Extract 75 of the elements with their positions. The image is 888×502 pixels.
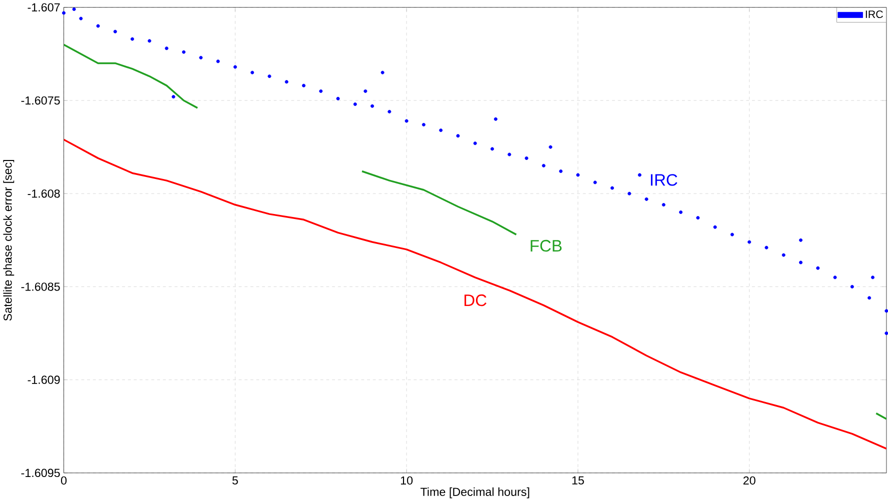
point [268,74,272,78]
point [662,203,666,207]
point [524,156,528,160]
y-tick-label: -1.609 [28,376,60,384]
point [96,24,100,28]
point [593,180,597,184]
point [508,152,512,156]
point [199,56,203,60]
point [130,38,134,42]
point [559,170,563,174]
point [439,128,443,132]
point [628,192,632,196]
point [816,266,820,270]
y-axis-title: Satellite phase clock error [sec] [3,160,14,321]
point [638,173,642,177]
y-tick-label: -1.6085 [21,282,60,292]
point [216,60,220,64]
point [644,198,648,202]
text: IRC [650,174,678,186]
line-series [64,138,886,450]
point [748,240,752,244]
point [799,238,803,242]
point [456,134,460,138]
x-tick-label: 20 [743,476,756,485]
point [336,97,340,101]
point [548,146,552,150]
x-tick-label: 10 [400,476,413,485]
point [404,119,408,123]
point [284,80,288,84]
point [164,46,168,50]
point [833,276,837,280]
point [868,296,872,300]
point [764,246,768,250]
point [473,142,477,146]
x-tick-label: 0 [61,476,67,485]
point [380,71,384,75]
point [172,95,176,99]
point [422,123,426,127]
point [370,104,374,108]
point [490,147,494,151]
point [353,102,357,106]
x-axis-title: Time [Decimal hours] [420,488,530,499]
point [576,173,580,177]
point [113,30,117,34]
point [79,17,83,21]
series-label: FCB [530,240,562,252]
legend-label: IRC [866,10,883,18]
point [870,276,874,280]
y-tick-label: -1.608 [28,190,60,198]
x-tick-label: 15 [572,476,584,485]
point [62,11,66,15]
point [850,285,854,289]
point [542,164,546,168]
x-tick-label: 5 [232,476,238,485]
point [72,8,76,12]
series-label: DC [464,294,486,306]
point [182,50,186,54]
point [679,210,683,214]
point [494,118,498,122]
y-tick-label: -1.6095 [21,469,60,478]
point [302,84,306,88]
point [782,254,786,258]
point [364,90,368,94]
point [319,90,323,94]
point [233,65,237,69]
point [148,39,152,43]
point [696,216,700,220]
y-tick-label: -1.607 [28,3,60,12]
y-tick-label: -1.6075 [21,96,60,105]
point [730,233,734,237]
point [713,226,717,230]
point [610,186,614,190]
point [250,71,254,75]
point [388,110,392,114]
point [799,260,803,264]
